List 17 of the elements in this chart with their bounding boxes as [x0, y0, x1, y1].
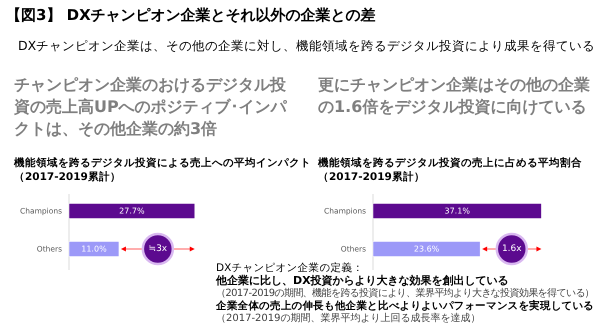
text: DXチャンピオン企業の定義： [216, 261, 364, 274]
text: 企業全体の売上の伸長も他企業と比べよりよいパフォーマンスを実現している [215, 299, 594, 312]
chart-title: 更にチャンピオン企業はその他の企業の1.6倍をデジタル投資に向けている [318, 75, 590, 116]
data-label: 11.0% [81, 244, 108, 254]
text: （2017-2019の期間、業界平均より上回る成長率を達成） [216, 312, 481, 324]
text: 【図3】 DXチャンピオン企業とそれ以外の企業との差 [6, 6, 376, 24]
annotation: ≒3x [148, 244, 168, 254]
data-label: 27.7% [119, 206, 145, 216]
text: 他企業に比し、DX投資からより大きな効果を創出している [215, 274, 509, 287]
chart-subtitle: 機能領域を跨るデジタル投資による売上への平均インパクト（2017-2019累計） [13, 156, 311, 183]
data-label: 37.1% [444, 206, 470, 216]
text: （2017-2019の期間、機能を跨る投資により、業界平均より大きな投資効果を得ている） [216, 287, 594, 299]
chart-subtitle: 機能領域を跨るデジタル投資の売上に占める平均割合（2017-2019累計） [317, 156, 582, 183]
data-label: 23.6% [414, 244, 440, 254]
annotation: 1.6x [502, 244, 522, 254]
text: DXチャンピオン企業は、その他の企業に対し、機能領域を跨るデジタル投資により成果を得ている [18, 38, 596, 53]
chart-title: チャンピオン企業のおけるデジタル投資の売上高UPへのポジティブ･インパクトは、その他企業の約3倍 [13, 75, 288, 138]
